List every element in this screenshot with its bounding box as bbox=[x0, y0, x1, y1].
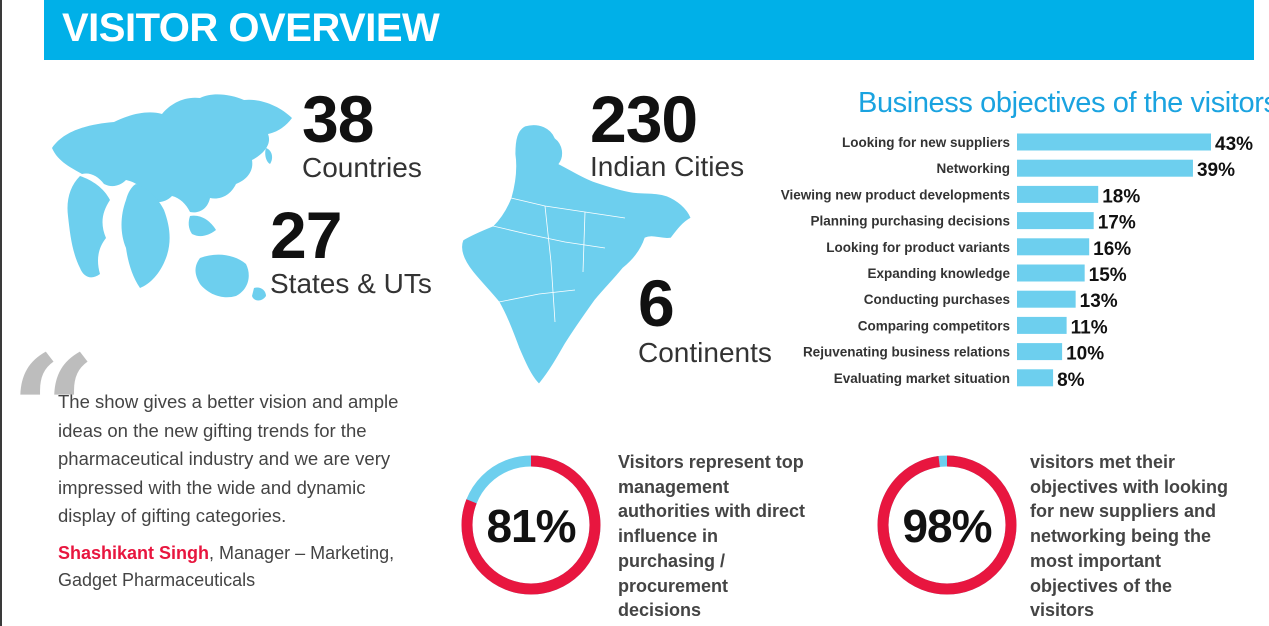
bar-category-label: Networking bbox=[936, 161, 1010, 176]
bar bbox=[1017, 316, 1067, 334]
stat-cities-number: 230 bbox=[590, 82, 698, 156]
bar-category-label: Planning purchasing decisions bbox=[810, 214, 1010, 229]
bar-category-label: Comparing competitors bbox=[858, 318, 1010, 333]
bar-value-label: 16% bbox=[1093, 239, 1131, 260]
bar bbox=[1017, 133, 1211, 151]
quote-mark-icon: “ bbox=[10, 323, 97, 499]
stat-continents-label: Continents bbox=[638, 337, 772, 368]
bar bbox=[1017, 212, 1094, 230]
author-role: , Manager – Marketing, Gadget Pharmaceut… bbox=[58, 543, 395, 590]
author-name: Shashikant Singh bbox=[58, 543, 210, 563]
bar-value-label: 13% bbox=[1080, 291, 1118, 312]
header-banner: VISITOR OVERVIEW bbox=[44, 0, 1254, 60]
stat-cities-label: Indian Cities bbox=[590, 151, 745, 182]
bar bbox=[1017, 185, 1099, 203]
bar-category-label: Evaluating market situation bbox=[834, 371, 1010, 386]
bar-value-label: 11% bbox=[1071, 317, 1108, 338]
bar-value-label: 15% bbox=[1089, 265, 1127, 286]
page-edge bbox=[0, 0, 2, 626]
bar bbox=[1017, 264, 1085, 282]
stat-states-label: States & UTs bbox=[270, 268, 432, 299]
bar-value-label: 39% bbox=[1197, 160, 1235, 181]
donut-2-label: 98% bbox=[902, 500, 991, 552]
bar-value-label: 18% bbox=[1102, 186, 1140, 207]
bar-value-label: 10% bbox=[1066, 344, 1104, 365]
donut-2-caption: visitors met their objectives with looki… bbox=[1030, 452, 1229, 621]
page-title: VISITOR OVERVIEW bbox=[62, 6, 440, 50]
stat-countries-number: 38 bbox=[302, 82, 374, 156]
bar-category-label: Expanding knowledge bbox=[867, 266, 1010, 281]
bar bbox=[1017, 159, 1193, 177]
world-map-icon bbox=[52, 94, 292, 301]
donut-1-label: 81% bbox=[486, 500, 575, 552]
donut-2-value-arc bbox=[877, 455, 1017, 595]
testimonial-author: Shashikant Singh, Manager – Marketing, G… bbox=[58, 540, 418, 594]
bar-value-label: 8% bbox=[1057, 370, 1085, 391]
bar bbox=[1017, 290, 1076, 308]
bar-value-label: 17% bbox=[1098, 213, 1136, 234]
bar-category-label: Viewing new product developments bbox=[781, 187, 1010, 202]
bar-category-label: Rejuvenating business relations bbox=[803, 345, 1010, 360]
objectives-bar-chart: Looking for new suppliers 43% Networking 39… bbox=[781, 133, 1253, 391]
bar bbox=[1017, 238, 1090, 256]
donut-1-caption: Visitors represent top management author… bbox=[618, 452, 806, 621]
stat-continents-number: 6 bbox=[638, 266, 675, 340]
donut-chart-81: 81% bbox=[461, 455, 601, 595]
bar-category-label: Looking for product variants bbox=[826, 240, 1010, 255]
bar bbox=[1017, 369, 1054, 387]
chart-title: Business objectives of the visitors bbox=[858, 87, 1269, 119]
donut-chart-98: 98% bbox=[877, 455, 1017, 595]
stat-countries-label: Countries bbox=[302, 152, 422, 183]
bar bbox=[1017, 343, 1063, 361]
bar-category-label: Conducting purchases bbox=[864, 292, 1010, 307]
bar-value-label: 43% bbox=[1215, 134, 1253, 155]
testimonial-text: The show gives a better vision and ample… bbox=[58, 391, 399, 526]
india-map-icon bbox=[461, 124, 692, 385]
stat-states-number: 27 bbox=[270, 198, 342, 272]
donut-1-value-arc bbox=[461, 455, 601, 595]
bar-category-label: Looking for new suppliers bbox=[842, 135, 1010, 150]
